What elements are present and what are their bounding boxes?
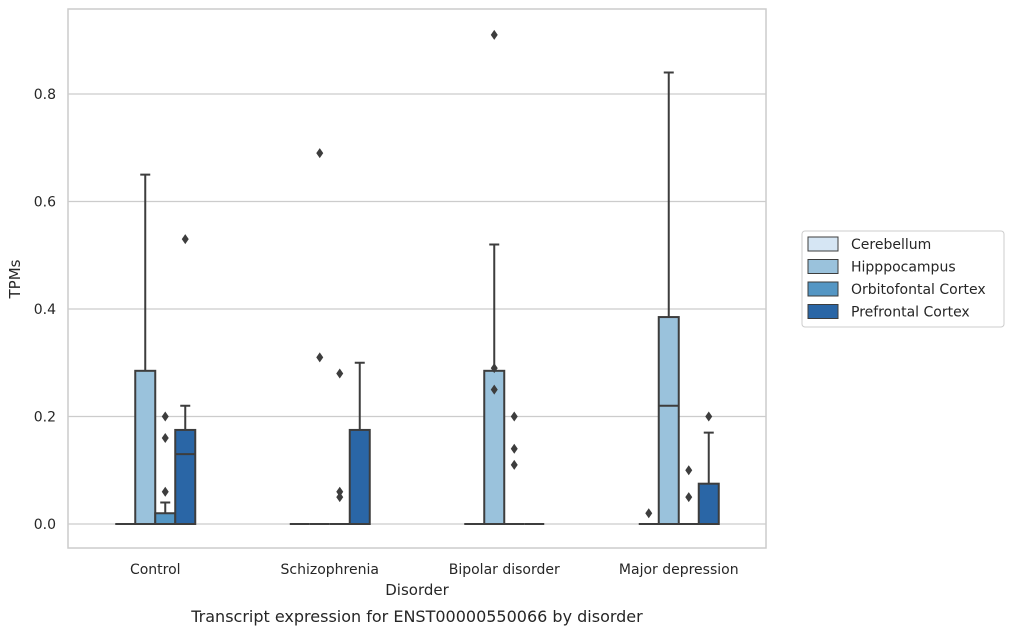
- x-tick-label: Bipolar disorder: [449, 562, 560, 578]
- outlier-point: [161, 486, 169, 497]
- legend-frame: [801, 230, 1005, 328]
- outlier-point: [490, 363, 498, 374]
- outlier-point: [685, 465, 693, 476]
- y-tick-label: 0.2: [34, 410, 56, 426]
- box-body: [348, 428, 371, 525]
- y-tick-label: 0.4: [34, 302, 56, 318]
- outlier-point: [336, 492, 344, 503]
- legend-swatch: [807, 236, 839, 252]
- box-cerebellum: [638, 508, 659, 525]
- legend-label: Prefrontal Cortex: [851, 305, 970, 321]
- outlier-point: [645, 508, 653, 519]
- outlier-point: [316, 352, 324, 363]
- box-orbitofontal-cortex: [678, 465, 699, 525]
- outlier-point: [705, 411, 713, 422]
- legend-swatch: [807, 304, 839, 319]
- y-tick-label: 0.8: [34, 87, 56, 103]
- outlier-point: [510, 411, 518, 422]
- box-orbitofontal-cortex: [329, 368, 350, 525]
- box-orbitofontal-cortex: [504, 411, 525, 525]
- outlier-point: [336, 368, 344, 379]
- outlier-point: [161, 411, 169, 422]
- legend-swatch: [807, 281, 839, 297]
- x-axis-title: Disorder: [385, 581, 449, 599]
- chart-caption: Transcript expression for ENST0000055006…: [190, 607, 643, 626]
- y-axis-ticks: 0.0 0.2 0.4 0.6 0.8: [34, 87, 56, 533]
- box-body: [154, 512, 177, 525]
- outlier-point: [490, 29, 498, 40]
- x-axis-ticks: Control Schizophrenia Bipolar disorder Majo…: [130, 562, 739, 578]
- plot-frame: [67, 8, 767, 549]
- box-body: [697, 482, 720, 525]
- outlier-point: [181, 234, 189, 245]
- outlier-point: [161, 433, 169, 443]
- box-prefrontal-cortex: [697, 411, 720, 525]
- x-tick-label: Major depression: [619, 562, 739, 578]
- box-body: [134, 369, 157, 525]
- boxes: [115, 29, 720, 525]
- legend-swatch: [807, 259, 839, 274]
- box-hipppocampus: [483, 29, 506, 525]
- box-hipppocampus: [657, 71, 680, 525]
- outlier-point: [510, 443, 518, 454]
- box-body: [657, 316, 680, 525]
- legend-label: Hipppocampus: [851, 260, 956, 276]
- y-tick-label: 0.6: [34, 195, 56, 211]
- outlier-point: [490, 384, 498, 395]
- box-hipppocampus: [309, 148, 330, 525]
- box-body: [174, 428, 197, 525]
- y-axis-title: TPMs: [6, 259, 24, 299]
- x-tick-label: Control: [130, 562, 181, 578]
- box-hipppocampus: [134, 173, 157, 525]
- outlier-point: [336, 486, 344, 497]
- box-prefrontal-cortex: [174, 234, 197, 525]
- outlier-point: [685, 492, 693, 503]
- box-orbitofontal-cortex: [154, 411, 177, 525]
- legend-label: Cerebellum: [851, 237, 931, 253]
- legend: Cerebellum Hipppocampus Orbitofontal Corte…: [801, 230, 1005, 328]
- outlier-point: [510, 459, 518, 470]
- y-tick-label: 0.0: [34, 517, 56, 533]
- x-tick-label: Schizophrenia: [281, 562, 379, 578]
- box-prefrontal-cortex: [348, 361, 371, 525]
- legend-label: Orbitofontal Cortex: [851, 282, 986, 298]
- outlier-point: [316, 148, 324, 159]
